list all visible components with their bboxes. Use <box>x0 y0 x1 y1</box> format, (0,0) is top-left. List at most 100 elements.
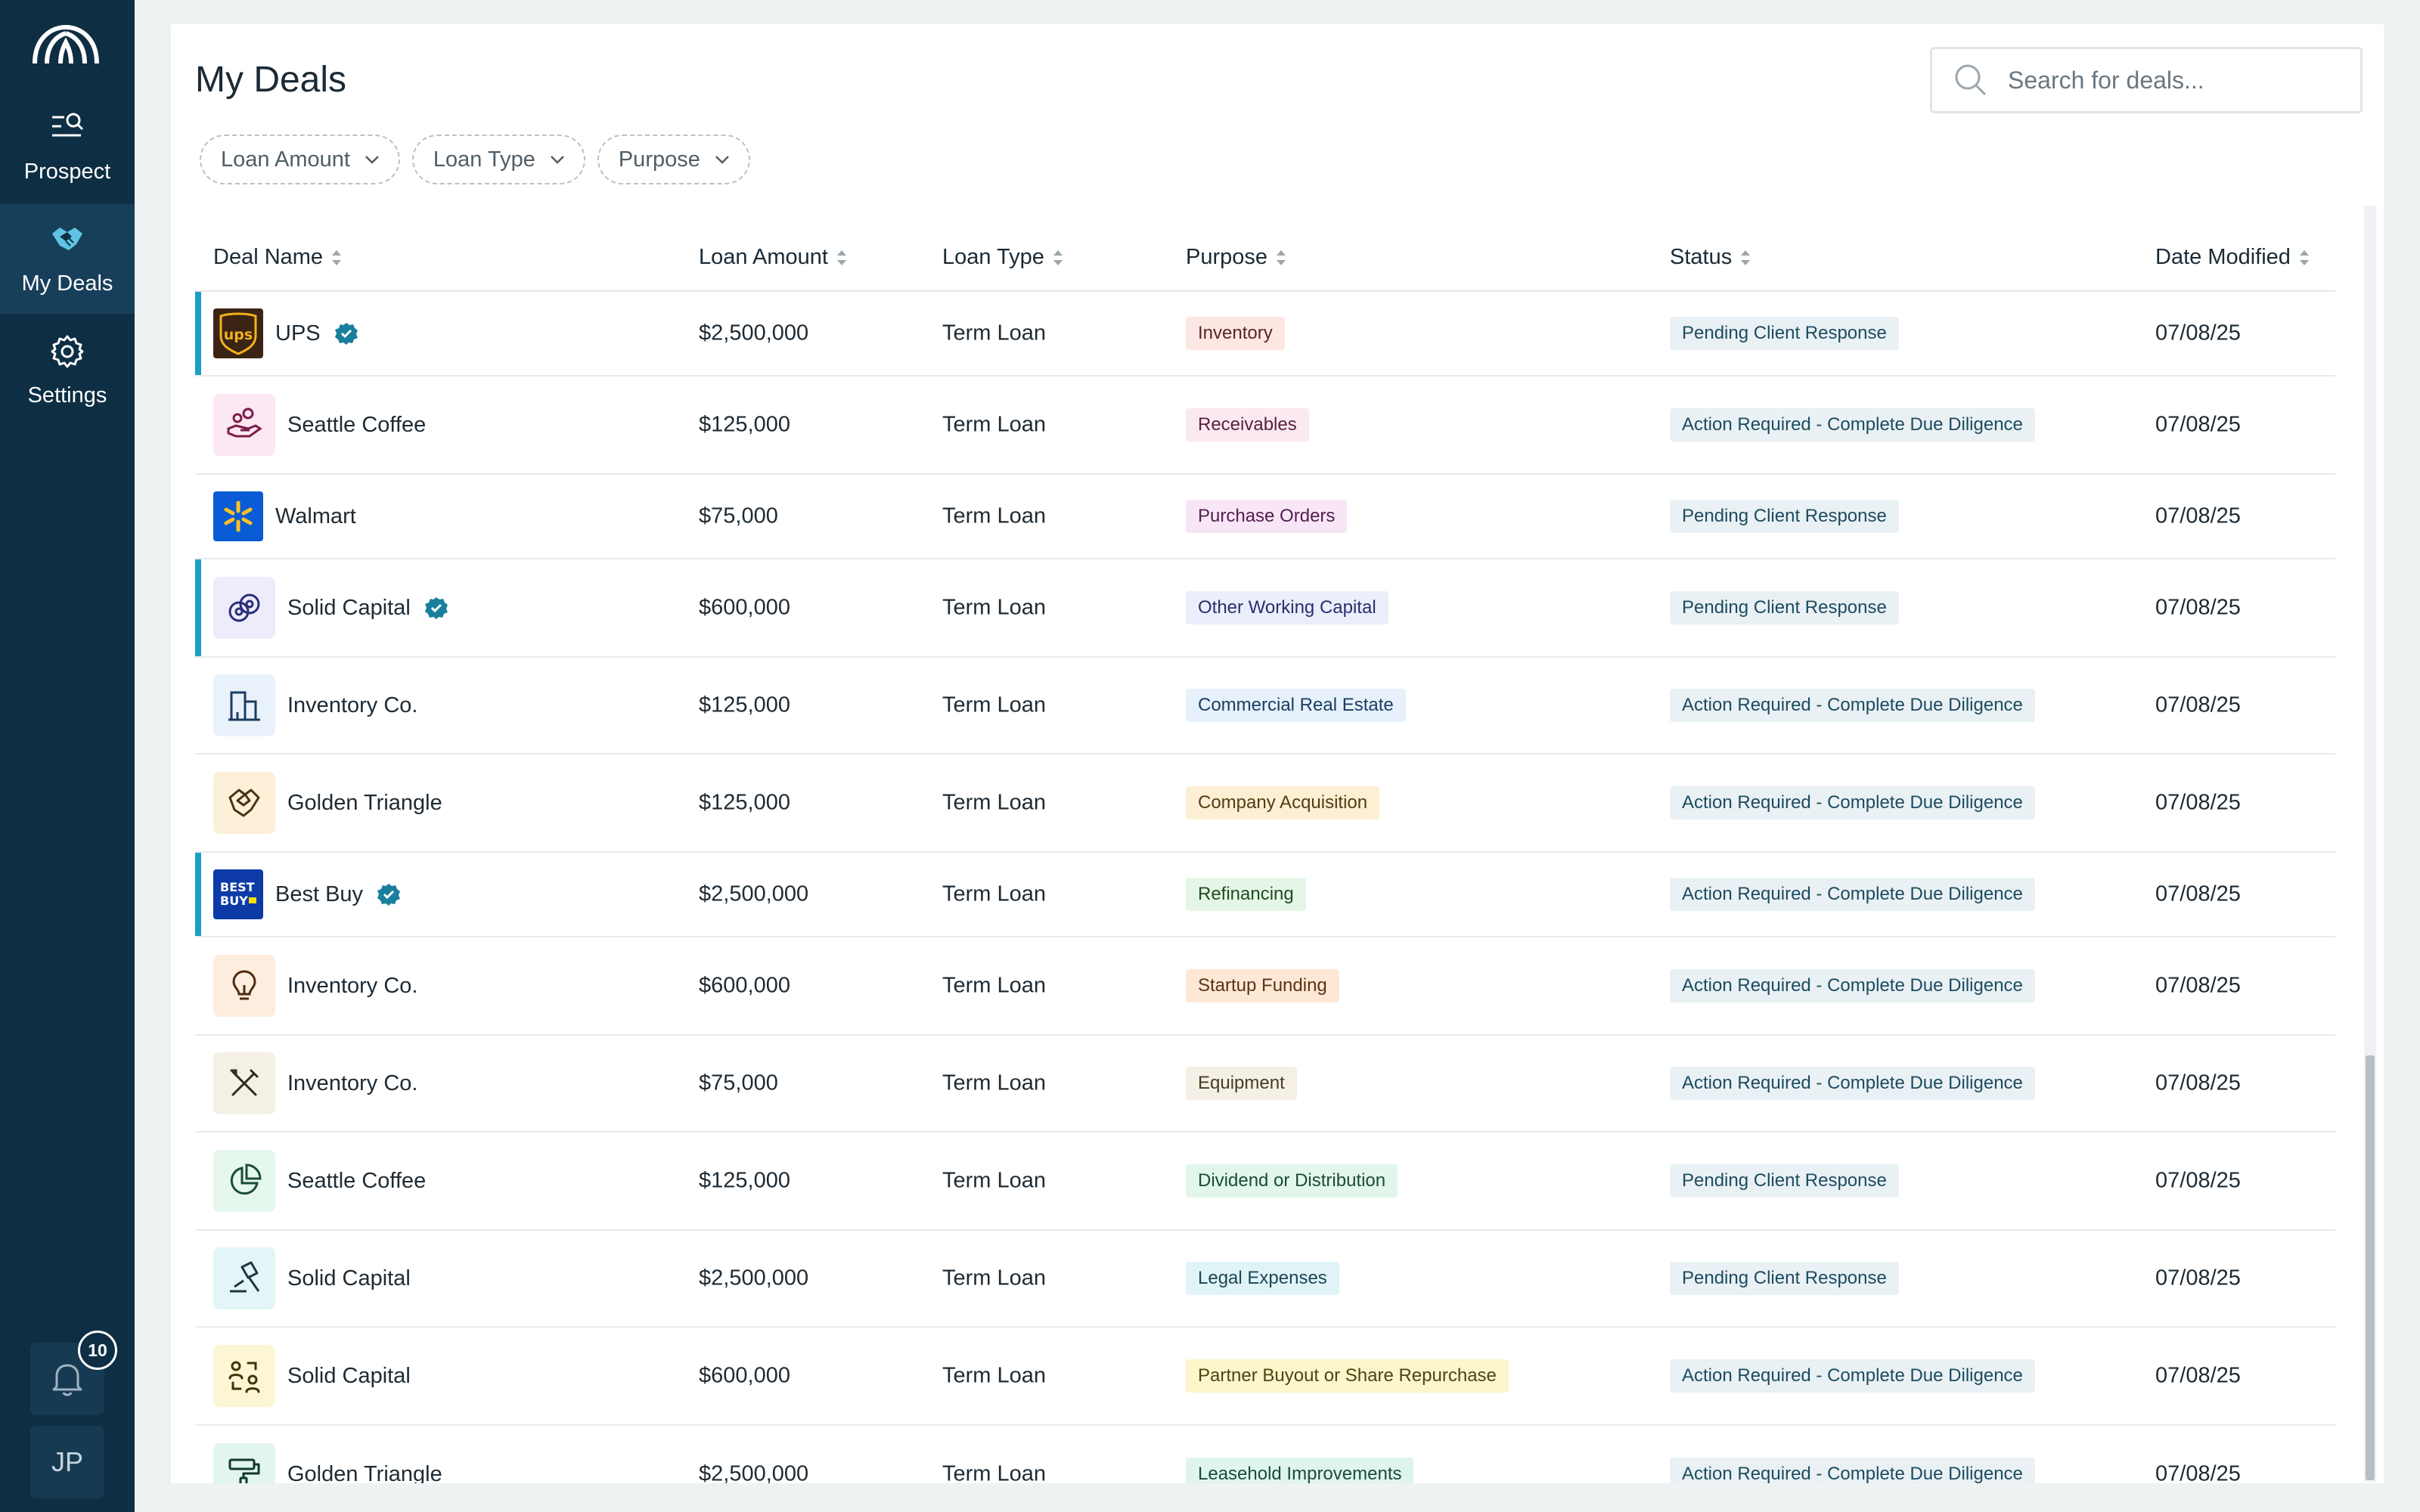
loan-amount: $125,000 <box>699 1168 790 1193</box>
status-badge: Pending Client Response <box>1670 1262 1899 1295</box>
sort-icon <box>1741 249 1751 265</box>
purpose-cell: Equipment <box>1186 1067 1297 1100</box>
chevron-down-icon <box>365 156 379 164</box>
date-modified: 07/08/25 <box>2155 1461 2241 1484</box>
nav-item-prospect[interactable]: Prospect <box>0 92 135 202</box>
status-badge: Pending Client Response <box>1670 500 1899 533</box>
deal-name-cell: Seattle Coffee <box>213 1150 426 1212</box>
purpose-cell: Company Acquisition <box>1186 786 1380 820</box>
deal-name-cell: Inventory Co. <box>213 674 417 736</box>
deal-name-cell: Solid Capital <box>213 1247 411 1309</box>
table-row[interactable]: ups UPS $2,500,000 Term Loan Inventory P… <box>195 292 2335 376</box>
status-badge: Pending Client Response <box>1670 317 1899 350</box>
date-modified: 07/08/25 <box>2155 790 2241 815</box>
status-cell: Pending Client Response <box>1670 500 1899 533</box>
table-row[interactable]: BEST BUY Best Buy $2,500,000 Term Loan R… <box>195 853 2335 937</box>
loan-amount: $2,500,000 <box>699 321 809 345</box>
column-header-loan-type[interactable]: Loan Type <box>942 245 1064 270</box>
table-row[interactable]: Golden Triangle $2,500,000 Term Loan Lea… <box>195 1426 2335 1483</box>
loan-type: Term Loan <box>942 1070 1047 1095</box>
filter-loan-type[interactable]: Loan Type <box>411 135 585 184</box>
loan-amount: $125,000 <box>699 412 790 437</box>
search-icon <box>1955 64 1987 96</box>
nav-item-settings[interactable]: Settings <box>0 316 135 426</box>
status-badge: Pending Client Response <box>1670 591 1899 624</box>
column-header-status[interactable]: Status <box>1670 245 1751 270</box>
filter-label: Loan Amount <box>221 147 350 172</box>
loan-amount: $2,500,000 <box>699 1461 809 1484</box>
sort-icon <box>2299 249 2309 265</box>
hand-coins-icon <box>213 394 275 456</box>
search-box[interactable] <box>1930 47 2363 113</box>
table-header: Deal Name Loan Amount Loan Type Purpose … <box>195 206 2335 292</box>
loan-amount: $2,500,000 <box>699 881 809 906</box>
column-header-deal-name[interactable]: Deal Name <box>213 245 343 270</box>
page-title: My Deals <box>195 60 347 100</box>
purpose-tag: Dividend or Distribution <box>1186 1164 1398 1198</box>
purpose-cell: Receivables <box>1186 408 1309 442</box>
gavel-icon <box>213 1247 275 1309</box>
table-row[interactable]: Inventory Co. $125,000 Term Loan Commerc… <box>195 658 2335 754</box>
loan-amount: $125,000 <box>699 790 790 815</box>
loan-type: Term Loan <box>942 1168 1047 1193</box>
purpose-tag: Inventory <box>1186 317 1285 350</box>
date-modified: 07/08/25 <box>2155 1070 2241 1095</box>
status-badge: Pending Client Response <box>1670 1164 1899 1198</box>
deal-name-cell: Walmart <box>213 491 356 541</box>
walmart-logo-icon <box>213 491 263 541</box>
filter-loan-amount[interactable]: Loan Amount <box>200 135 400 184</box>
table-row[interactable]: Walmart $75,000 Term Loan Purchase Order… <box>195 475 2335 559</box>
loan-amount: $600,000 <box>699 973 790 998</box>
purpose-cell: Purchase Orders <box>1186 500 1348 533</box>
purpose-tag: Partner Buyout or Share Repurchase <box>1186 1359 1509 1393</box>
table-row[interactable]: Inventory Co. $600,000 Term Loan Startup… <box>195 937 2335 1036</box>
deal-name-cell: BEST BUY Best Buy <box>213 869 401 919</box>
loan-type: Term Loan <box>942 692 1047 717</box>
avatar[interactable]: JP <box>30 1426 104 1498</box>
table-row[interactable]: Golden Triangle $125,000 Term Loan Compa… <box>195 754 2335 853</box>
table-row[interactable]: Solid Capital $2,500,000 Term Loan Legal… <box>195 1231 2335 1328</box>
purpose-cell: Other Working Capital <box>1186 591 1388 624</box>
table-row[interactable]: Seattle Coffee $125,000 Term Loan Receiv… <box>195 376 2335 475</box>
notifications-button[interactable]: 10 <box>30 1331 117 1415</box>
purpose-tag: Receivables <box>1186 408 1309 442</box>
sort-icon <box>1053 249 1063 265</box>
column-header-date-modified[interactable]: Date Modified <box>2155 245 2310 270</box>
column-label: Date Modified <box>2155 245 2291 269</box>
prospect-search-icon <box>52 113 84 137</box>
deal-name: Seattle Coffee <box>287 1168 427 1193</box>
status-badge: Action Required - Complete Due Diligence <box>1670 786 2035 820</box>
app-logo-icon[interactable] <box>32 23 100 68</box>
search-input[interactable] <box>2008 66 2341 94</box>
deal-name: Walmart <box>275 503 356 528</box>
status-badge: Action Required - Complete Due Diligence <box>1670 408 2035 442</box>
table-row[interactable]: Solid Capital $600,000 Term Loan Partner… <box>195 1328 2335 1426</box>
loan-amount: $75,000 <box>699 503 778 528</box>
gear-icon <box>51 335 84 368</box>
deal-name-cell: Golden Triangle <box>213 772 442 834</box>
purpose-cell: Inventory <box>1186 317 1285 350</box>
deal-name: Solid Capital <box>287 1363 411 1388</box>
loan-type: Term Loan <box>942 1363 1047 1388</box>
nav-item-my-deals[interactable]: My Deals <box>0 204 135 314</box>
loan-type: Term Loan <box>942 881 1047 906</box>
status-cell: Pending Client Response <box>1670 317 1899 350</box>
bell-icon <box>52 1364 82 1396</box>
purpose-tag: Startup Funding <box>1186 969 1339 1002</box>
nav-label-prospect: Prospect <box>23 160 111 184</box>
table-scrollbar-thumb[interactable] <box>2366 1055 2375 1480</box>
column-label: Deal Name <box>213 245 324 269</box>
status-badge: Action Required - Complete Due Diligence <box>1670 1359 2035 1393</box>
column-header-loan-amount[interactable]: Loan Amount <box>699 245 848 270</box>
table-row[interactable]: Solid Capital $600,000 Term Loan Other W… <box>195 559 2335 658</box>
filter-bar: Loan Amount Loan Type Purpose <box>200 135 750 184</box>
column-header-purpose[interactable]: Purpose <box>1186 245 1287 270</box>
status-badge: Action Required - Complete Due Diligence <box>1670 1458 2035 1483</box>
deal-name: Golden Triangle <box>287 790 442 815</box>
status-badge: Action Required - Complete Due Diligence <box>1670 689 2035 722</box>
filter-purpose[interactable]: Purpose <box>597 135 750 184</box>
table-row[interactable]: Seattle Coffee $125,000 Term Loan Divide… <box>195 1132 2335 1231</box>
table-row[interactable]: Inventory Co. $75,000 Term Loan Equipmen… <box>195 1036 2335 1132</box>
deal-name: UPS <box>275 321 321 345</box>
chevron-down-icon <box>550 156 564 164</box>
